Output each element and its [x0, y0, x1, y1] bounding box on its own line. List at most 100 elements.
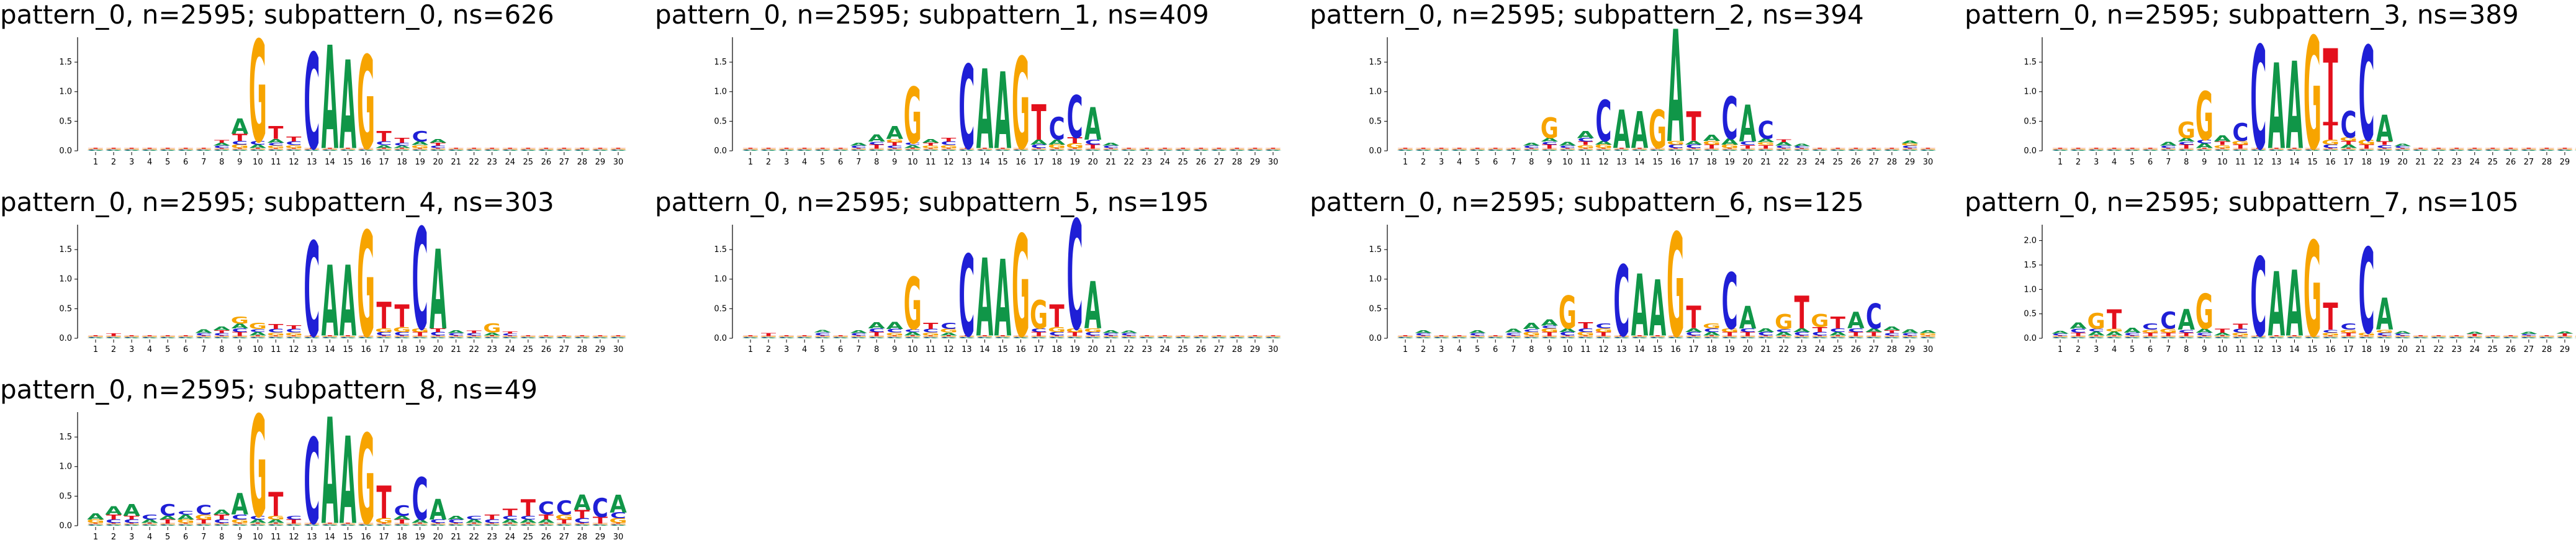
logo-letter-c: C	[1559, 336, 1575, 338]
logo-letter-t: T	[2323, 148, 2338, 149]
logo-letter-a: A	[610, 337, 627, 338]
logo-letter-c: C	[1157, 336, 1173, 338]
logo-letter-c: C	[2286, 336, 2302, 338]
logo-letter-g: G	[2412, 148, 2430, 150]
logo-letter-g: G	[2069, 148, 2087, 150]
logo-letter-g: G	[1883, 336, 1901, 337]
logo-letter-c: C	[2359, 20, 2375, 171]
logo-letter-a: A	[1775, 142, 1793, 147]
logo-letter-t: T	[2197, 335, 2212, 336]
logo-letter-a: A	[141, 337, 158, 338]
logo-letter-a: A	[886, 123, 903, 144]
logo-letter-c: C	[2214, 336, 2230, 338]
logo-letter-c: C	[142, 149, 158, 150]
x-tick-label: 30	[613, 158, 624, 167]
logo-letter-a: A	[940, 337, 958, 338]
logo-letter-a: A	[2268, 150, 2286, 151]
x-tick-label: 15	[2307, 158, 2318, 167]
logo-letter-t: T	[1885, 330, 1900, 335]
x-tick-label: 19	[2379, 158, 2390, 167]
logo-letter-g: G	[1174, 148, 1192, 150]
logo-letter-c: C	[1830, 328, 1846, 333]
y-tick-label: 1.0	[1369, 88, 1382, 97]
x-tick-label: 28	[1232, 158, 1243, 167]
logo-letter-c: C	[2322, 336, 2338, 338]
logo-letter-c: C	[1487, 336, 1503, 338]
logo-letter-c: C	[958, 336, 975, 338]
logo-letter-t: T	[2179, 332, 2194, 337]
logo-letter-g: G	[2520, 148, 2538, 150]
x-tick-label: 21	[1760, 345, 1771, 354]
logo-letter-g: G	[1012, 32, 1030, 178]
x-tick-label: 17	[379, 533, 389, 540]
x-tick-label: 13	[307, 345, 317, 354]
logo-letter-a: A	[760, 150, 777, 151]
x-tick-label: 14	[1634, 345, 1645, 354]
logo-letter-c: C	[2178, 329, 2194, 334]
logo-letter-a: A	[2340, 143, 2358, 149]
logo-letter-a: A	[87, 150, 104, 151]
logo-letter-a: A	[304, 524, 321, 526]
logo-letter-t: T	[2485, 335, 2500, 336]
logo-letter-c: C	[1631, 149, 1647, 150]
logo-letter-a: A	[1577, 130, 1595, 141]
logo-letter-c: C	[1902, 336, 1918, 338]
logo-letter-c: C	[1866, 149, 1882, 150]
logo-letter-g: G	[904, 148, 922, 150]
panel-title: pattern_0, n=2595; subpattern_2, ns=394	[1310, 0, 1864, 30]
logo-letter-c: C	[958, 232, 975, 362]
logo-letter-c: C	[466, 333, 482, 336]
logo-letter-a: A	[304, 150, 321, 151]
x-tick-label: 21	[2415, 345, 2426, 354]
logo-letter-c: C	[1012, 336, 1029, 338]
logo-letter-a: A	[268, 150, 285, 151]
logo-letter-g: G	[1793, 148, 1811, 150]
logo-letter-c: C	[340, 149, 356, 150]
x-tick-label: 7	[856, 345, 861, 354]
logo-letter-a: A	[1523, 322, 1541, 331]
logo-letter-c: C	[268, 142, 284, 147]
logo-letter-a: A	[1505, 337, 1522, 338]
logo-letter-a: A	[1138, 150, 1156, 151]
logo-letter-g: G	[1667, 336, 1685, 337]
logo-letter-a: A	[1793, 328, 1811, 333]
logo-letter-t: T	[2125, 335, 2140, 336]
logo-letter-g: G	[814, 148, 832, 150]
logo-letter-a: A	[2358, 150, 2376, 151]
logo-letter-t: T	[160, 335, 175, 336]
logo-letter-t: T	[2521, 335, 2536, 336]
x-tick-label: 11	[1580, 345, 1591, 354]
panel-title: pattern_0, n=2595; subpattern_4, ns=303	[0, 187, 554, 217]
x-tick-label: 4	[1457, 158, 1462, 167]
logo-letter-g: G	[2448, 148, 2466, 150]
logo-letter-c: C	[814, 336, 831, 338]
y-tick-label: 0.0	[2024, 334, 2037, 343]
x-tick-label: 14	[2289, 158, 2300, 167]
logo-letter-a: A	[1264, 150, 1282, 151]
x-tick-label: 5	[2130, 158, 2135, 167]
logo-letter-c: C	[1103, 145, 1119, 149]
logo-letter-c: C	[610, 336, 626, 338]
logo-panel-6: pattern_0, n=2595; subpattern_6, ns=1250…	[1310, 187, 1937, 369]
x-tick-label: 9	[2202, 158, 2207, 167]
logo-letter-a: A	[2268, 40, 2285, 177]
x-tick-label: 19	[415, 533, 425, 540]
logo-letter-t: T	[124, 515, 140, 521]
logo-letter-g: G	[141, 148, 159, 150]
logo-letter-t: T	[1266, 335, 1281, 336]
logo-letter-t: T	[2377, 335, 2392, 336]
logo-letter-c: C	[1830, 149, 1846, 150]
logo-letter-t: T	[1596, 148, 1611, 149]
logo-letter-a: A	[1084, 269, 1101, 344]
logo-letter-c: C	[2503, 149, 2519, 150]
logo-letter-t: T	[394, 137, 409, 145]
logo-letter-c: C	[1229, 336, 1245, 338]
logo-letter-c: C	[2088, 149, 2104, 150]
y-tick-label: 1.5	[2024, 58, 2037, 67]
logo-letter-g: G	[2159, 336, 2177, 337]
logo-letter-c: C	[592, 149, 608, 150]
logo-letter-c: C	[1415, 333, 1431, 336]
y-tick-label: 0.5	[59, 117, 72, 126]
logo-letter-g: G	[1487, 148, 1505, 150]
logo-letter-c: C	[2341, 336, 2357, 338]
